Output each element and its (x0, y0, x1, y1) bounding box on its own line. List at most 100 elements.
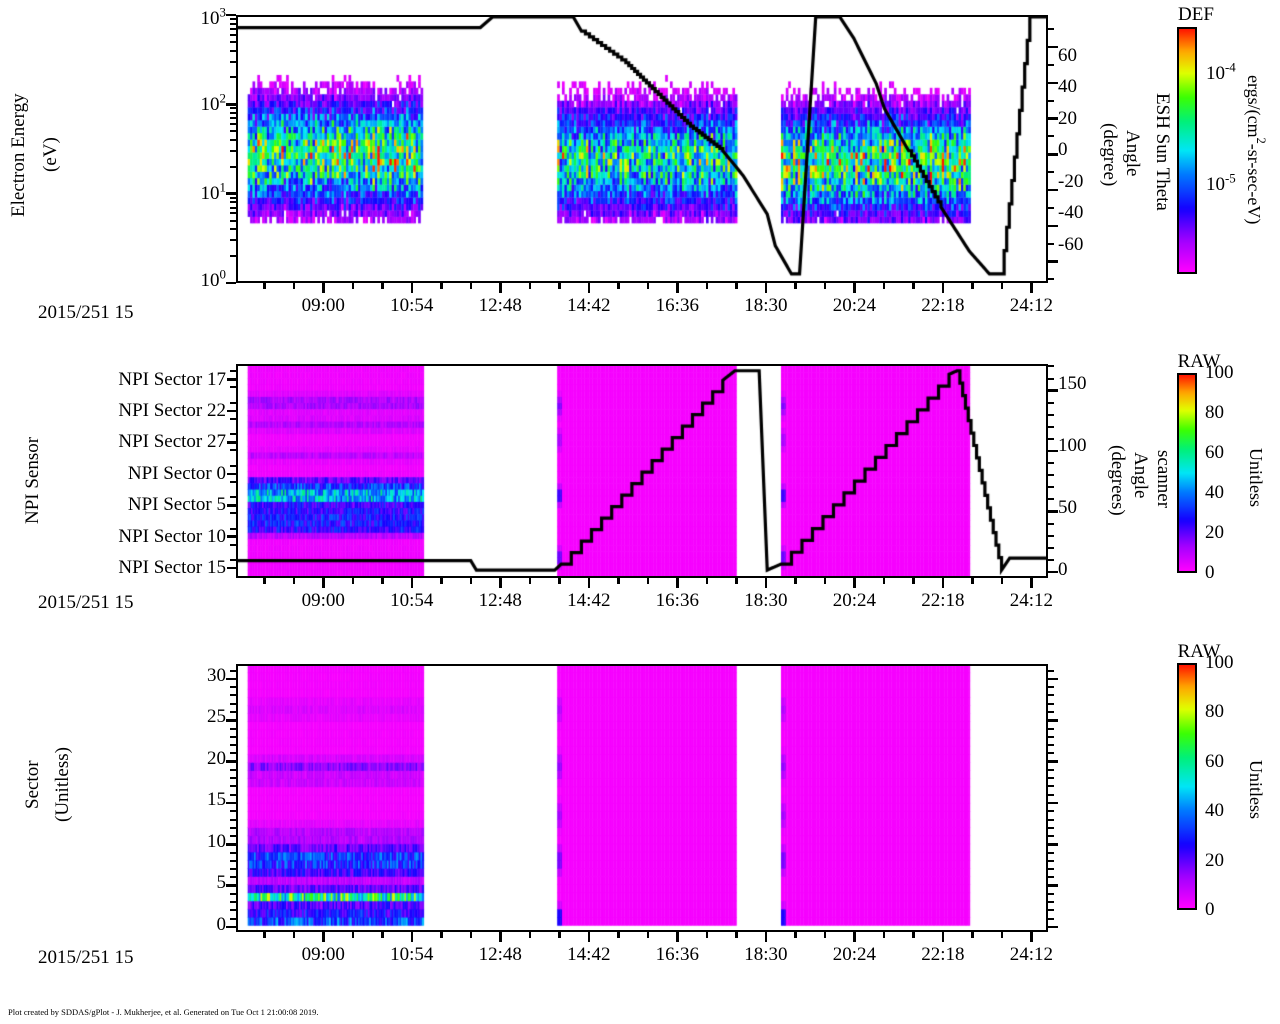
ytick-minor-left (230, 239, 236, 242)
ytick-minor-right (1048, 868, 1054, 871)
ytick-minor-right (1048, 768, 1054, 771)
xtick-major (322, 283, 325, 293)
ytick-major-left (227, 504, 236, 507)
xtick-label: 10:54 (390, 944, 434, 965)
ytick-minor-right (1048, 901, 1054, 904)
ytick-major-left (227, 566, 236, 570)
panel2-ytick-s10: NPI Sector 10 (118, 526, 226, 547)
xtick-major (853, 283, 856, 293)
ytick-minor-left (230, 777, 236, 780)
panel-electron-energy: Electron Energy (eV) 103 102 101 100 60 … (0, 0, 1280, 340)
ytick-minor-left (230, 40, 236, 43)
xtick-label: 24:12 (1009, 590, 1053, 611)
ytick-minor-left (230, 123, 236, 126)
panel2-rtick-100: 100 (1058, 435, 1087, 456)
ytick-minor-right (1048, 818, 1054, 821)
ytick-minor-left (230, 49, 236, 52)
ytick-major-right (1048, 760, 1058, 763)
xtick-minor (705, 283, 709, 289)
ytick-minor-right (1048, 785, 1054, 788)
panel1-colorbar[interactable] (1177, 27, 1197, 274)
ytick-minor-left (230, 464, 236, 467)
panel1-xaxis-start-label: 2015/251 15 (38, 302, 134, 323)
xtick-major (499, 578, 502, 588)
panel1-ytick-1000: 103 (200, 4, 226, 29)
ytick-minor-left (230, 909, 236, 912)
xtick-minor (971, 283, 974, 289)
xtick-minor (351, 283, 355, 289)
xtick-minor (292, 283, 296, 289)
ytick-minor-left (230, 917, 236, 920)
panel3-colorbar[interactable] (1177, 663, 1197, 910)
ytick-minor-right (1048, 498, 1054, 501)
ytick-major-right (1048, 449, 1058, 453)
xtick-minor (823, 283, 827, 289)
xtick-label: 22:18 (921, 944, 965, 965)
ytick-major-right (1048, 719, 1058, 722)
xtick-major (941, 932, 945, 942)
ytick-major-right (1048, 224, 1058, 228)
panel3-colorbar-tick-0: 0 (1205, 899, 1215, 920)
xtick-minor (263, 932, 266, 938)
panel3-ytick-0: 0 (216, 914, 227, 935)
ytick-minor-left (230, 150, 236, 153)
xtick-label: 22:18 (921, 295, 965, 316)
ytick-minor-right (1048, 413, 1054, 416)
ytick-major-left (227, 441, 236, 444)
ytick-minor-left (230, 433, 236, 436)
ytick-minor-left (230, 735, 236, 738)
xtick-label: 16:36 (655, 590, 699, 611)
xtick-label: 10:54 (390, 295, 434, 316)
panel1-rtick-20: 20 (1058, 108, 1077, 129)
xtick-minor (1000, 932, 1004, 938)
panel2-colorbar-tick-40: 40 (1205, 482, 1224, 503)
ytick-minor-left (230, 27, 236, 30)
ytick-major-right (1048, 45, 1058, 49)
panel1-plot-area[interactable] (236, 15, 1048, 283)
ytick-minor-left (230, 196, 236, 199)
ytick-major-left (226, 103, 236, 106)
ytick-minor-right (1048, 710, 1054, 713)
panel2-ytick-s5: NPI Sector 5 (127, 494, 226, 515)
ytick-minor-left (230, 228, 236, 231)
panel1-colorbar-unit: ergs/(cm2-sr-sec-eV) (1244, 75, 1268, 225)
panel2-plot-area[interactable] (236, 364, 1048, 578)
xtick-label: 14:42 (567, 944, 611, 965)
ytick-minor-left (230, 480, 236, 483)
panel2-rtick-0: 0 (1058, 559, 1068, 580)
panel2-colorbar[interactable] (1177, 373, 1197, 573)
ytick-major-right (1048, 925, 1058, 929)
xtick-major (322, 578, 325, 588)
panel2-xaxis-start-label: 2015/251 15 (38, 592, 134, 613)
xtick-minor (469, 932, 473, 938)
xtick-minor (469, 578, 473, 584)
ytick-major-right (1048, 843, 1058, 846)
ytick-minor-left (230, 417, 236, 420)
ytick-minor-left (230, 60, 236, 63)
panel1-rtick--60: -60 (1058, 234, 1084, 255)
ytick-minor-right (1048, 686, 1054, 689)
ytick-minor-left (230, 669, 236, 672)
xtick-minor (617, 932, 620, 938)
ytick-major-left (226, 884, 236, 887)
ytick-minor-left (230, 686, 236, 689)
xtick-minor (558, 578, 561, 584)
xtick-minor (823, 578, 827, 584)
panel1-colorbar-title: DEF (1178, 4, 1214, 25)
ytick-major-right (1048, 81, 1058, 85)
ytick-minor-left (230, 255, 236, 258)
xtick-label: 12:48 (478, 590, 522, 611)
ytick-minor-right (1048, 278, 1054, 281)
xtick-minor (263, 283, 266, 289)
panel2-colorbar-tick-20: 20 (1205, 522, 1224, 543)
panel3-ytick-10: 10 (207, 831, 226, 852)
ytick-minor-right (1048, 522, 1054, 525)
ytick-minor-right (1048, 777, 1054, 780)
ytick-minor-right (1048, 702, 1054, 705)
panel3-colorbar-tick-80: 80 (1205, 701, 1224, 722)
ytick-minor-left (230, 835, 236, 838)
ytick-minor-left (230, 876, 236, 879)
ytick-minor-right (1048, 859, 1054, 862)
ytick-minor-left (230, 130, 236, 133)
panel3-plot-area[interactable] (236, 664, 1048, 932)
